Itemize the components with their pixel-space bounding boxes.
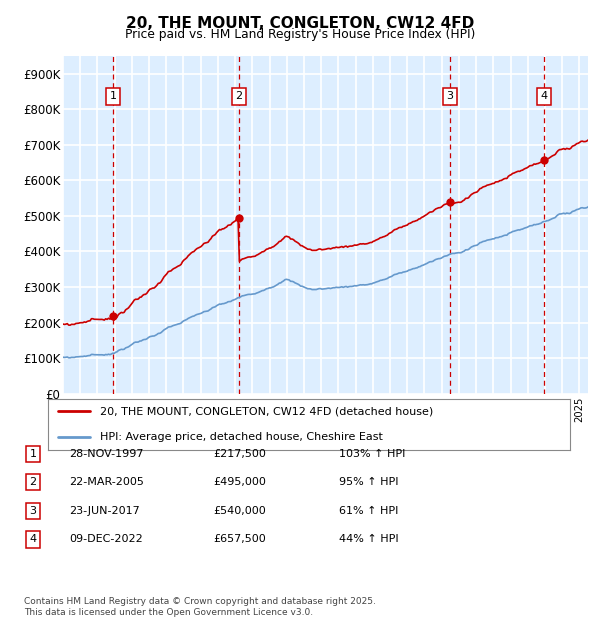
Text: HPI: Average price, detached house, Cheshire East: HPI: Average price, detached house, Ches… bbox=[100, 432, 383, 442]
Text: 09-DEC-2022: 09-DEC-2022 bbox=[69, 534, 143, 544]
Text: 23-JUN-2017: 23-JUN-2017 bbox=[69, 506, 140, 516]
Text: 95% ↑ HPI: 95% ↑ HPI bbox=[339, 477, 398, 487]
Text: £495,000: £495,000 bbox=[213, 477, 266, 487]
Text: 3: 3 bbox=[29, 506, 37, 516]
Text: 4: 4 bbox=[541, 91, 547, 101]
Text: 1: 1 bbox=[29, 449, 37, 459]
Text: 22-MAR-2005: 22-MAR-2005 bbox=[69, 477, 144, 487]
Text: 28-NOV-1997: 28-NOV-1997 bbox=[69, 449, 143, 459]
Text: Price paid vs. HM Land Registry's House Price Index (HPI): Price paid vs. HM Land Registry's House … bbox=[125, 28, 475, 41]
Text: 4: 4 bbox=[29, 534, 37, 544]
Text: 20, THE MOUNT, CONGLETON, CW12 4FD: 20, THE MOUNT, CONGLETON, CW12 4FD bbox=[126, 16, 474, 30]
Text: Contains HM Land Registry data © Crown copyright and database right 2025.
This d: Contains HM Land Registry data © Crown c… bbox=[24, 598, 376, 617]
Text: £217,500: £217,500 bbox=[213, 449, 266, 459]
Text: 103% ↑ HPI: 103% ↑ HPI bbox=[339, 449, 406, 459]
Text: 20, THE MOUNT, CONGLETON, CW12 4FD (detached house): 20, THE MOUNT, CONGLETON, CW12 4FD (deta… bbox=[100, 406, 433, 417]
Text: 3: 3 bbox=[446, 91, 454, 101]
Text: 61% ↑ HPI: 61% ↑ HPI bbox=[339, 506, 398, 516]
Text: 1: 1 bbox=[110, 91, 116, 101]
Text: 2: 2 bbox=[235, 91, 242, 101]
Text: 2: 2 bbox=[29, 477, 37, 487]
Text: £657,500: £657,500 bbox=[213, 534, 266, 544]
Text: 44% ↑ HPI: 44% ↑ HPI bbox=[339, 534, 398, 544]
Text: £540,000: £540,000 bbox=[213, 506, 266, 516]
